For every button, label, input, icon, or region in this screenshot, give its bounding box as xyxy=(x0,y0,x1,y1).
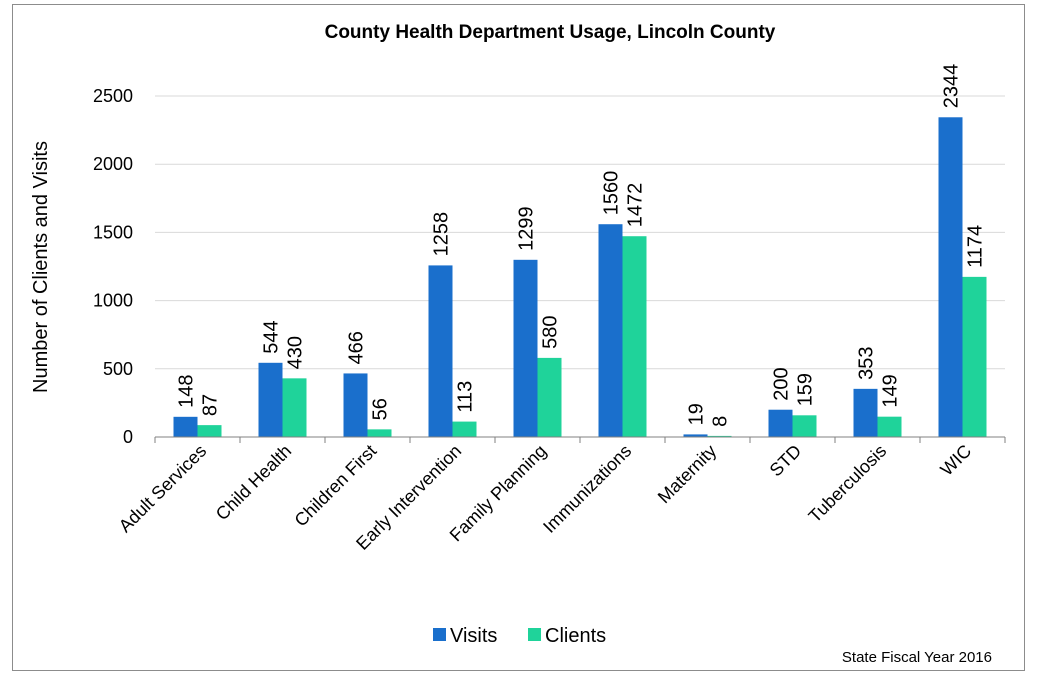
data-label-clients: 159 xyxy=(795,373,817,406)
data-label-clients: 430 xyxy=(285,336,307,369)
y-tick-label: 1500 xyxy=(93,222,133,242)
legend-swatch-visits xyxy=(433,628,446,641)
gridlines xyxy=(155,95,1005,370)
legend-swatch-clients xyxy=(528,628,541,641)
data-label-visits: 353 xyxy=(856,346,878,379)
y-tick-label: 500 xyxy=(103,359,133,379)
bar-clients-early-intervention xyxy=(452,421,477,437)
y-tick-label: 1000 xyxy=(93,291,133,311)
data-label-visits: 544 xyxy=(261,320,283,353)
bar-clients-wic xyxy=(962,276,987,437)
data-label-clients: 113 xyxy=(455,381,477,413)
data-label-clients: 87 xyxy=(200,394,222,416)
bar-visits-family-planning xyxy=(513,259,538,437)
bar-visits-child-health xyxy=(258,362,283,437)
bar-visits-early-intervention xyxy=(428,265,453,437)
data-labels: 148 87 544 430 466 56 1258 113 1299 580 1560 1472 19… xyxy=(176,64,987,427)
y-axis-label: Number of Clients and Visits xyxy=(30,141,52,393)
data-label-visits: 19 xyxy=(686,403,708,425)
legend-label-clients: Clients xyxy=(545,625,606,647)
bar-visits-tuberculosis xyxy=(853,388,878,437)
y-axis-ticks: 0 500 1000 1500 2000 2500 xyxy=(93,86,133,447)
bar-visits-children-first xyxy=(343,373,368,437)
bar-clients-children-first xyxy=(367,429,392,437)
data-label-visits: 148 xyxy=(176,374,198,407)
data-label-visits: 1560 xyxy=(601,171,623,216)
y-tick-label: 2500 xyxy=(93,86,133,106)
bar-visits-std xyxy=(768,409,793,437)
legend-label-visits: Visits xyxy=(450,625,497,647)
bar-clients-adult-services xyxy=(197,425,222,437)
data-label-clients: 1174 xyxy=(965,225,987,268)
bar-visits-maternity xyxy=(683,434,708,437)
data-label-visits: 1258 xyxy=(431,212,453,257)
data-label-visits: 466 xyxy=(346,331,368,364)
bar-clients-child-health xyxy=(282,378,307,437)
bar-visits-immunizations xyxy=(598,224,623,437)
data-label-clients: 56 xyxy=(370,398,392,420)
bar-clients-family-planning xyxy=(537,357,562,437)
bar-clients-immunizations xyxy=(622,236,647,437)
data-label-visits: 200 xyxy=(771,367,793,400)
bar-clients-std xyxy=(792,415,817,437)
fiscal-year-note: State Fiscal Year 2016 xyxy=(842,649,992,666)
y-tick-label: 0 xyxy=(123,427,133,447)
data-label-visits: 1299 xyxy=(516,206,538,251)
data-label-clients: 1472 xyxy=(625,183,647,228)
data-label-visits: 2344 xyxy=(941,64,963,109)
data-label-clients: 580 xyxy=(540,316,562,349)
chart-title: County Health Department Usage, Lincoln … xyxy=(325,22,776,43)
x-axis xyxy=(154,436,1006,443)
bar-visits-adult-services xyxy=(173,416,198,437)
data-label-clients: 149 xyxy=(880,374,902,407)
y-tick-label: 2000 xyxy=(93,154,133,174)
bar-clients-maternity xyxy=(707,435,732,437)
data-label-clients: 8 xyxy=(710,416,732,427)
legend: Visits Clients xyxy=(433,625,606,647)
bars xyxy=(173,117,987,438)
bar-visits-wic xyxy=(938,117,963,438)
bar-clients-tuberculosis xyxy=(877,416,902,437)
